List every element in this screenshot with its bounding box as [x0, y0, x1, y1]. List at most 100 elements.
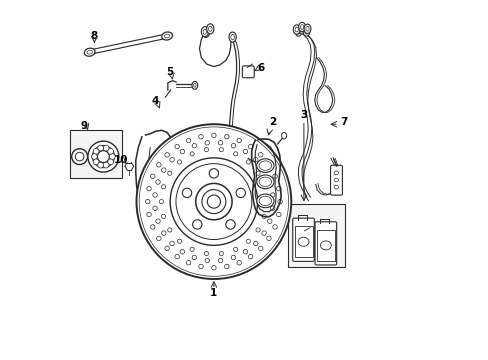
Ellipse shape [293, 25, 300, 34]
Circle shape [153, 193, 157, 197]
Ellipse shape [256, 159, 273, 172]
Circle shape [182, 188, 191, 198]
Circle shape [176, 164, 251, 239]
Circle shape [72, 149, 87, 165]
Circle shape [186, 261, 190, 265]
Circle shape [211, 266, 216, 270]
Circle shape [276, 186, 281, 191]
Circle shape [109, 154, 115, 159]
Circle shape [236, 188, 245, 198]
Ellipse shape [256, 194, 273, 208]
Circle shape [146, 212, 151, 217]
Circle shape [107, 148, 113, 154]
Circle shape [209, 169, 218, 178]
Circle shape [180, 249, 184, 254]
Circle shape [204, 140, 209, 145]
Circle shape [219, 148, 223, 152]
Ellipse shape [298, 25, 305, 34]
Circle shape [169, 157, 174, 162]
Circle shape [153, 206, 157, 211]
Circle shape [253, 157, 258, 162]
Ellipse shape [298, 237, 308, 246]
Ellipse shape [320, 241, 330, 250]
Circle shape [255, 228, 260, 232]
Circle shape [272, 174, 277, 179]
Circle shape [204, 148, 208, 152]
Ellipse shape [201, 27, 208, 37]
Circle shape [145, 199, 150, 204]
Text: 4: 4 [151, 96, 159, 106]
Ellipse shape [204, 30, 207, 35]
Circle shape [159, 199, 163, 204]
Circle shape [164, 153, 169, 157]
Ellipse shape [206, 24, 213, 34]
Circle shape [177, 160, 181, 164]
Circle shape [175, 255, 179, 259]
Circle shape [136, 124, 291, 279]
Bar [70, 130, 122, 178]
FancyBboxPatch shape [242, 66, 254, 78]
Circle shape [103, 162, 109, 168]
Circle shape [248, 255, 252, 259]
Ellipse shape [84, 48, 95, 56]
Text: 2: 2 [268, 117, 276, 127]
Ellipse shape [259, 161, 271, 170]
Ellipse shape [193, 84, 196, 87]
Ellipse shape [296, 30, 300, 34]
Circle shape [262, 185, 266, 189]
Circle shape [267, 219, 271, 224]
Circle shape [211, 133, 216, 138]
Text: 5: 5 [166, 67, 173, 77]
FancyBboxPatch shape [292, 218, 314, 261]
Ellipse shape [259, 196, 271, 206]
Text: 1: 1 [210, 288, 217, 298]
Ellipse shape [256, 175, 273, 189]
Circle shape [175, 144, 179, 149]
Ellipse shape [230, 34, 234, 40]
Ellipse shape [303, 27, 309, 36]
Circle shape [207, 195, 220, 208]
Circle shape [243, 249, 247, 254]
FancyBboxPatch shape [294, 226, 312, 257]
Ellipse shape [192, 81, 197, 89]
Circle shape [277, 199, 282, 204]
Circle shape [225, 220, 235, 229]
Circle shape [98, 162, 103, 168]
Circle shape [204, 251, 208, 256]
Circle shape [167, 171, 171, 175]
Circle shape [75, 152, 84, 161]
Circle shape [156, 180, 160, 184]
Circle shape [161, 214, 165, 219]
FancyBboxPatch shape [314, 222, 336, 265]
Bar [288, 204, 345, 267]
Circle shape [156, 236, 161, 240]
Ellipse shape [259, 177, 271, 186]
Circle shape [177, 239, 181, 243]
Circle shape [107, 159, 113, 165]
Circle shape [161, 185, 165, 189]
Circle shape [237, 261, 241, 265]
Ellipse shape [295, 27, 301, 36]
Circle shape [93, 159, 99, 165]
Circle shape [233, 152, 237, 156]
FancyBboxPatch shape [330, 165, 342, 195]
Text: 6: 6 [257, 63, 264, 73]
Circle shape [190, 152, 194, 156]
Text: 8: 8 [91, 31, 98, 41]
Circle shape [245, 160, 250, 164]
Circle shape [264, 199, 268, 204]
Circle shape [258, 246, 263, 251]
Ellipse shape [202, 27, 209, 37]
Circle shape [198, 264, 203, 269]
Circle shape [245, 239, 250, 243]
Circle shape [248, 144, 252, 149]
Circle shape [190, 247, 194, 251]
Circle shape [261, 231, 266, 235]
Circle shape [231, 144, 235, 148]
Circle shape [266, 236, 271, 240]
Circle shape [270, 193, 274, 197]
Ellipse shape [87, 50, 92, 54]
Text: 7: 7 [339, 117, 346, 127]
Circle shape [103, 145, 109, 151]
Circle shape [255, 171, 260, 175]
